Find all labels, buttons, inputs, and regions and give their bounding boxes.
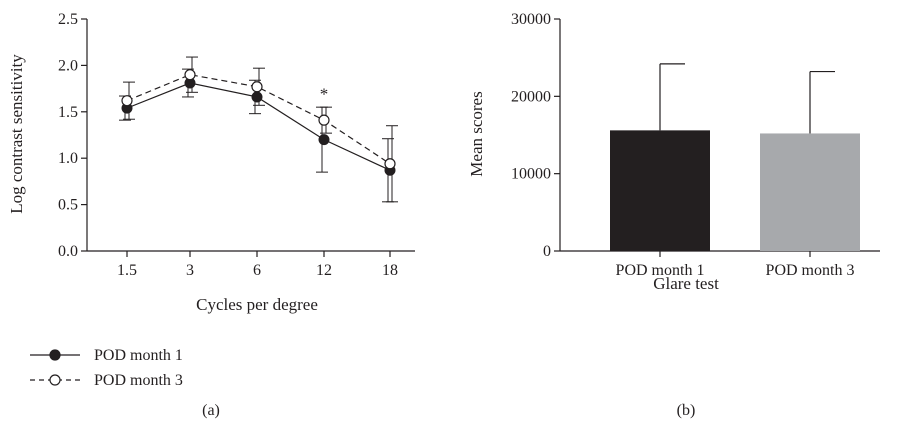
bar-chart-x-ticks: POD month 1 POD month 3 [616, 251, 855, 279]
y-tick-label: 20000 [511, 88, 551, 105]
line-chart-series [119, 56, 398, 203]
line-chart-x-label: Cycles per degree [196, 295, 318, 314]
legend-label: POD month 1 [94, 347, 183, 364]
y-tick-label: 0.5 [58, 197, 78, 214]
panel-label-a: (a) [202, 402, 220, 419]
bar [760, 133, 860, 251]
data-point-open [251, 81, 263, 93]
bar-chart-x-label: Glare test [653, 274, 719, 293]
data-point-filled [251, 91, 263, 103]
legend-label: POD month 3 [94, 372, 183, 389]
significance-marker: * [320, 85, 329, 104]
y-tick-label: 0 [543, 243, 551, 260]
data-point-open [121, 95, 133, 107]
y-tick-label: 1.0 [58, 150, 78, 167]
line-chart-axes [86, 19, 415, 252]
x-tick-label: POD month 3 [766, 262, 855, 279]
data-point-open [184, 69, 196, 81]
x-tick-label: 1.5 [117, 262, 137, 279]
x-tick-label: POD month 1 [616, 262, 705, 279]
panel-label-b: (b) [677, 402, 696, 419]
x-tick-label: 18 [382, 262, 398, 279]
bar [610, 130, 710, 251]
y-tick-label: 10000 [511, 166, 551, 183]
y-tick-label: 30000 [511, 11, 551, 28]
line-chart-y-ticks: 0.0 0.5 1.0 1.5 2.0 2.5 [58, 11, 87, 260]
line-chart-panel: 1.5 3 6 12 18 0.0 0.5 1.0 1.5 2.0 2.5 * Cycles pe… [7, 11, 415, 419]
line-chart-y-label: Log contrast sensitivity [7, 54, 26, 214]
data-point-open [384, 158, 396, 170]
bar-chart-y-ticks: 0 10000 20000 30000 [511, 11, 560, 260]
y-tick-label: 0.0 [58, 243, 78, 260]
y-tick-label: 2.5 [58, 11, 78, 28]
x-tick-label: 6 [253, 262, 261, 279]
y-tick-label: 1.5 [58, 104, 78, 121]
legend-marker [49, 374, 61, 386]
line-chart-x-ticks: 1.5 3 6 12 18 [117, 251, 398, 279]
x-tick-label: 12 [316, 262, 332, 279]
y-tick-label: 2.0 [58, 57, 78, 74]
x-tick-label: 3 [186, 262, 194, 279]
data-point-filled [318, 134, 330, 146]
data-point-open [318, 114, 330, 126]
bar-chart-bars [610, 63, 860, 251]
bar-chart-y-label: Mean scores [467, 91, 486, 176]
line-chart-legend: POD month 1 POD month 3 [30, 347, 183, 389]
legend-marker [49, 349, 61, 361]
series-line-2 [126, 74, 391, 165]
